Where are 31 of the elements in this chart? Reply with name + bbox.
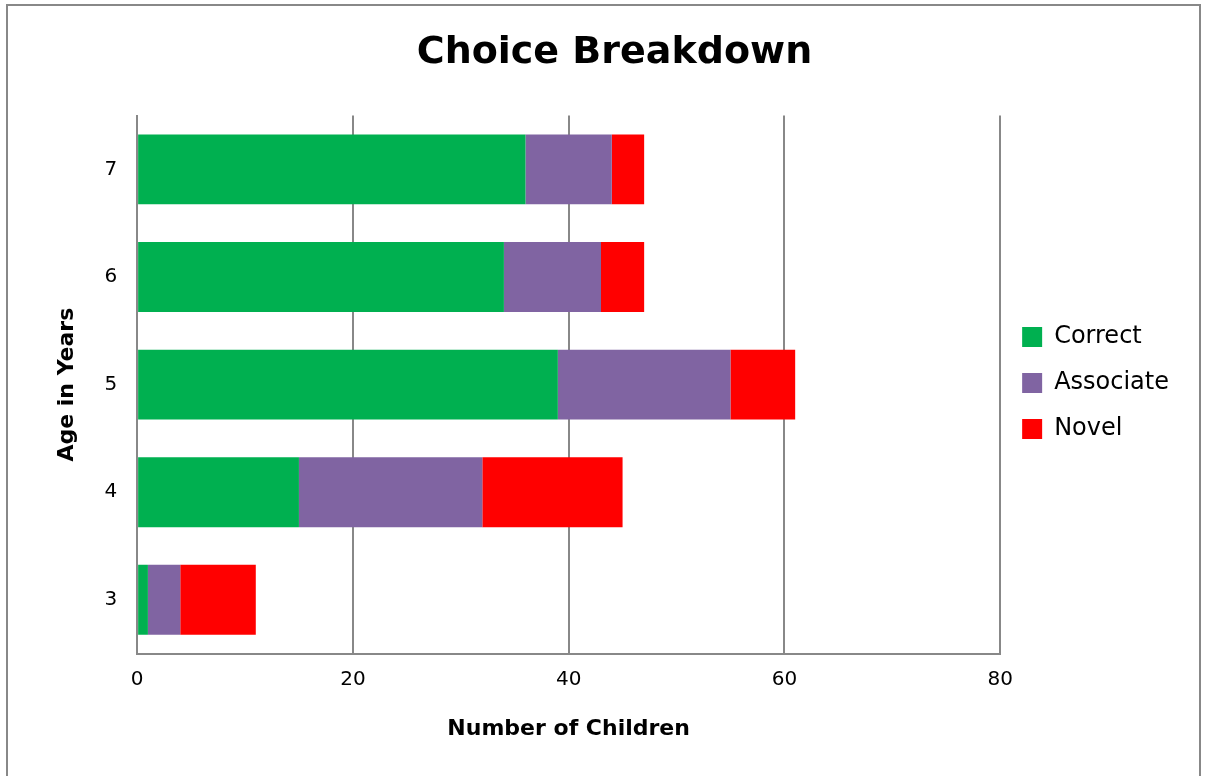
bar	[503, 242, 601, 312]
bar	[138, 242, 504, 312]
x-axis-title: Number of Children	[447, 714, 690, 740]
y-tick-label: 4	[104, 478, 118, 503]
y-tick-label: 6	[104, 263, 118, 288]
bar	[147, 564, 181, 635]
y-axis-title: Age in Years	[52, 307, 78, 462]
bar	[298, 457, 483, 528]
x-tick-label: 80	[987, 665, 1013, 690]
bar	[180, 564, 256, 635]
bar	[557, 349, 731, 420]
x-tick-label: 40	[555, 665, 582, 690]
legend-label: Novel	[1054, 413, 1123, 442]
x-tick-label: 20	[340, 665, 366, 690]
y-tick-label: 3	[104, 586, 118, 610]
bar	[525, 134, 612, 205]
bar	[611, 134, 645, 205]
x-tick-label: 0	[130, 665, 144, 690]
bar	[138, 349, 558, 420]
bar	[482, 457, 623, 528]
bar	[138, 457, 299, 528]
y-tick-label: 7	[104, 155, 118, 180]
bar	[730, 349, 796, 420]
bar	[601, 242, 645, 312]
chart-title: Choice Breakdown	[416, 27, 813, 72]
bar	[138, 564, 148, 635]
y-tick-label: 5	[104, 370, 118, 395]
legend-label: Correct	[1054, 321, 1142, 350]
x-tick-label: 60	[771, 665, 798, 690]
bar	[138, 134, 526, 205]
legend-label: Associate	[1054, 367, 1169, 396]
